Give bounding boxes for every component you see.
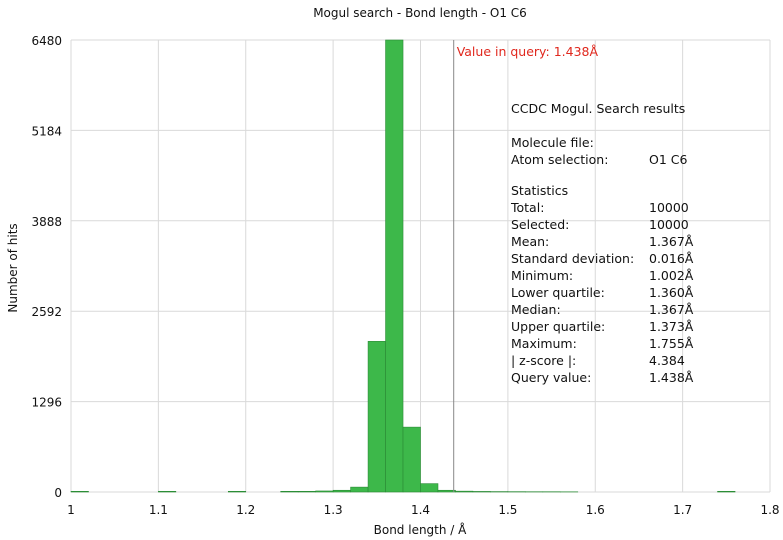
histogram-bar bbox=[402, 426, 421, 493]
y-tick-label: 5184 bbox=[31, 124, 62, 138]
histogram-bar bbox=[385, 39, 404, 493]
statistics-heading: Statistics bbox=[511, 183, 568, 198]
histogram-bar bbox=[350, 486, 369, 493]
x-tick-label: 1.1 bbox=[149, 503, 168, 517]
x-tick-label: 1.3 bbox=[324, 503, 343, 517]
histogram-bar bbox=[472, 491, 491, 493]
histogram-bar bbox=[315, 490, 334, 493]
histogram-bar bbox=[280, 491, 299, 493]
stats-panel: CCDC Mogul. Search results Molecule file… bbox=[510, 101, 694, 385]
stat-value: 1.755Å bbox=[649, 336, 694, 351]
y-tick-label: 3888 bbox=[31, 215, 62, 229]
x-axis-label: Bond length / Å bbox=[374, 522, 468, 537]
stat-value: 1.360Å bbox=[649, 285, 694, 300]
histogram-bar bbox=[297, 491, 316, 493]
molecule-file-label: Molecule file: bbox=[511, 135, 594, 150]
histogram-bar bbox=[70, 491, 89, 493]
x-tick-label: 1.8 bbox=[760, 503, 779, 517]
stat-value: 4.384 bbox=[649, 353, 685, 368]
y-axis-ticks: 0 1296 2592 3888 5184 6480 bbox=[31, 34, 62, 500]
y-tick-label: 1296 bbox=[31, 396, 62, 410]
x-tick-label: 1.5 bbox=[498, 503, 517, 517]
stat-label: Median: bbox=[511, 302, 561, 317]
stat-value: 1.373Å bbox=[649, 319, 694, 334]
x-tick-label: 1 bbox=[67, 503, 75, 517]
stat-label: Upper quartile: bbox=[511, 319, 605, 334]
stat-value: 1.002Å bbox=[649, 268, 694, 283]
stat-value: 1.367Å bbox=[649, 302, 694, 317]
stat-label: Total: bbox=[510, 200, 544, 215]
stat-value: 10000 bbox=[649, 217, 689, 232]
stat-label: Selected: bbox=[511, 217, 569, 232]
stat-label: Maximum: bbox=[511, 336, 577, 351]
x-tick-label: 1.4 bbox=[411, 503, 430, 517]
stats-header: CCDC Mogul. Search results bbox=[511, 101, 685, 116]
x-tick-label: 1.6 bbox=[586, 503, 605, 517]
histogram-bars bbox=[70, 39, 736, 493]
stat-label: Minimum: bbox=[511, 268, 573, 283]
stat-value: 10000 bbox=[649, 200, 689, 215]
histogram-bar bbox=[158, 491, 177, 493]
stat-value: 0.016Å bbox=[649, 251, 694, 266]
x-tick-label: 1.2 bbox=[236, 503, 255, 517]
histogram-bar bbox=[437, 489, 456, 493]
histogram-bar bbox=[332, 489, 351, 493]
stat-label: Query value: bbox=[511, 370, 591, 385]
histogram-bar bbox=[455, 490, 474, 493]
y-tick-label: 6480 bbox=[31, 34, 62, 48]
y-tick-label: 0 bbox=[54, 486, 62, 500]
chart-title: Mogul search - Bond length - O1 C6 bbox=[313, 6, 527, 20]
stat-value: 1.367Å bbox=[649, 234, 694, 249]
histogram-bar bbox=[227, 491, 247, 493]
histogram-bar bbox=[420, 483, 439, 493]
y-tick-label: 2592 bbox=[31, 305, 62, 319]
x-tick-label: 1.7 bbox=[673, 503, 692, 517]
x-axis-ticks: 1 1.1 1.2 1.3 1.4 1.5 1.6 1.7 1.8 bbox=[67, 503, 779, 517]
stat-value: 1.438Å bbox=[649, 370, 694, 385]
stat-label: Mean: bbox=[511, 234, 549, 249]
atom-selection-value: O1 C6 bbox=[649, 152, 687, 167]
histogram-bar bbox=[717, 491, 736, 493]
query-value-label: Value in query: 1.438Å bbox=[457, 44, 599, 59]
stat-label: Standard deviation: bbox=[511, 251, 634, 266]
atom-selection-label: Atom selection: bbox=[511, 152, 608, 167]
y-axis-label: Number of hits bbox=[6, 223, 20, 312]
stat-label: Lower quartile: bbox=[511, 285, 605, 300]
stats-rows: Total: 10000 Selected: 10000 Mean: 1.367Å Stan… bbox=[510, 200, 694, 385]
stat-label: | z-score |: bbox=[511, 353, 576, 368]
grid-lines bbox=[70, 39, 771, 493]
histogram-bar bbox=[367, 341, 386, 493]
